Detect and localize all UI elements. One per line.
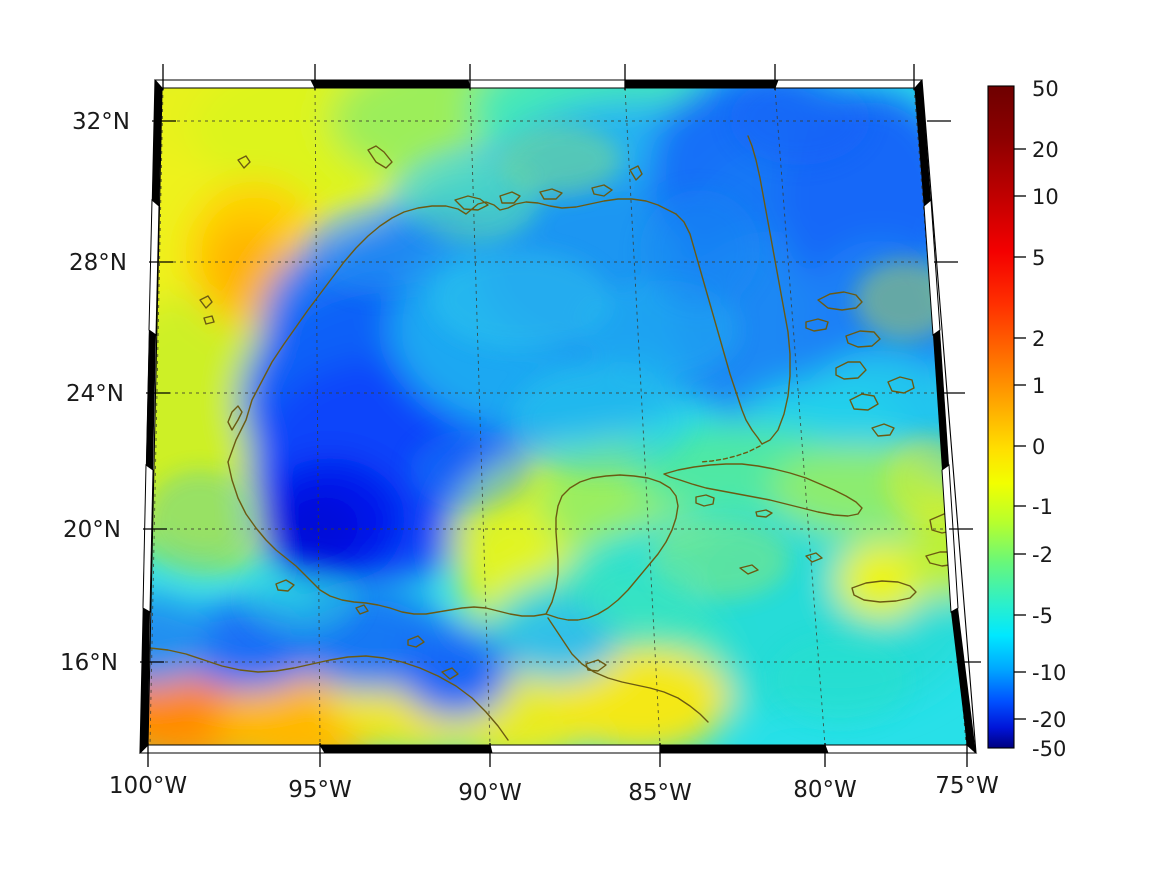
colorbar-label-20: 20 <box>1032 138 1059 162</box>
lat-label-28n: 28°N <box>69 250 127 276</box>
colorbar-label-neg5: -5 <box>1032 604 1053 628</box>
colorbar-label-neg1: -1 <box>1032 495 1053 519</box>
lat-label-20n: 20°N <box>63 517 121 543</box>
latitude-tick-labels: 32°N 28°N 24°N 20°N 16°N <box>60 109 130 676</box>
lon-label-80w: 80°W <box>793 777 857 803</box>
colorbar-label-5: 5 <box>1032 246 1045 270</box>
coastline-overlay <box>149 135 967 741</box>
longitude-tick-labels: 100°W 95°W 90°W 85°W 80°W 75°W <box>109 773 999 806</box>
axis-tick-marks <box>140 64 981 767</box>
colorbar-label-0: 0 <box>1032 435 1045 459</box>
colorbar-label-2: 2 <box>1032 327 1045 351</box>
graticule-lines <box>149 88 967 745</box>
lon-label-100w: 100°W <box>109 773 187 799</box>
frame-right-stripes <box>915 80 976 753</box>
lon-label-95w: 95°W <box>288 777 352 803</box>
colorbar-label-1: 1 <box>1032 374 1045 398</box>
colorbar-label-neg20: -20 <box>1032 708 1066 732</box>
colorbar-label-neg2: -2 <box>1032 543 1053 567</box>
colorbar-gradient[interactable] <box>987 85 1015 749</box>
colorbar-tick-labels: 50 20 10 5 2 1 0 -1 -2 -5 -10 -20 -50 <box>1032 77 1066 761</box>
frame-top-stripes <box>153 79 924 89</box>
colorbar-label-neg50: -50 <box>1032 737 1066 761</box>
colorbar[interactable]: 50 20 10 5 2 1 0 -1 -2 -5 -10 -20 -50 <box>987 77 1066 761</box>
colorbar-label-neg10: -10 <box>1032 661 1066 685</box>
lon-label-75w: 75°W <box>935 773 999 799</box>
lon-label-90w: 90°W <box>458 780 522 806</box>
frame-bottom-stripes <box>138 744 978 754</box>
raster-data-field <box>148 88 967 745</box>
lat-label-24n: 24°N <box>66 381 124 407</box>
lon-label-85w: 85°W <box>628 780 692 806</box>
lat-label-16n: 16°N <box>60 650 118 676</box>
colorbar-label-10: 10 <box>1032 185 1059 209</box>
colorbar-ticks <box>1014 148 1026 720</box>
lat-label-32n: 32°N <box>72 109 130 135</box>
colorbar-label-50: 50 <box>1032 77 1059 101</box>
frame-left-stripes <box>140 80 162 753</box>
